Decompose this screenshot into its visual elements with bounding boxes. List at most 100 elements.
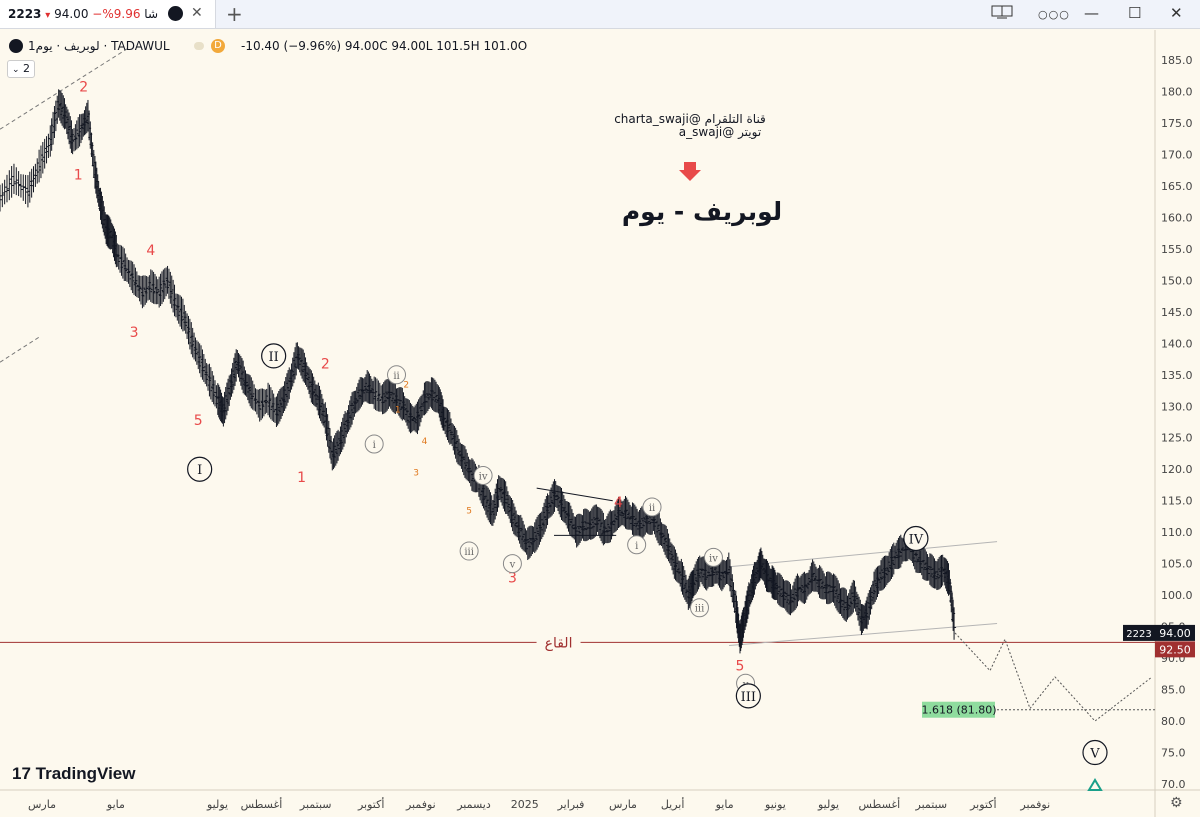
wave-label-orange: 4: [422, 437, 428, 447]
indicator-count[interactable]: ⌄ 2: [7, 60, 35, 78]
y-tick-label: 115.0: [1161, 495, 1193, 508]
y-tick-label: 80.0: [1161, 715, 1186, 728]
channel-annotation: charta_swaji@ قناة التلقرام: [614, 112, 766, 127]
maximize-button[interactable]: ☐: [1128, 4, 1142, 22]
trend-line: [0, 336, 40, 363]
x-tick-label: 2025: [511, 798, 539, 811]
wave-circle-small: [642, 497, 662, 517]
x-tick-label: أغسطس: [859, 797, 901, 811]
down-arrow-icon: ▾: [45, 10, 51, 21]
tab-title: شا 9.96%− 94.00 ▾ 2223: [8, 7, 158, 21]
x-tick-label: فبراير: [557, 798, 585, 811]
new-tab-button[interactable]: +: [226, 2, 243, 26]
x-tick-label: نوفمبر: [405, 798, 436, 811]
wave-circle-small: [703, 547, 723, 567]
y-tick-label: 120.0: [1161, 463, 1193, 476]
code-tag: 2223: [1126, 629, 1151, 640]
y-tick-label: 135.0: [1161, 369, 1193, 382]
wave-circle-big: [903, 525, 929, 552]
wave-circle-small: [689, 598, 709, 618]
last-price-tag-bg: [1155, 624, 1195, 641]
x-tick-label: يوليو: [206, 798, 228, 811]
x-tick-label: مايو: [106, 798, 125, 811]
y-tick-label: 85.0: [1161, 684, 1186, 697]
y-tick-label: 110.0: [1161, 526, 1193, 539]
wave-label-orange: 5: [466, 506, 472, 516]
wave-circle-big-label: III: [741, 690, 756, 705]
wave-circle-small-label: iv: [479, 472, 488, 483]
x-tick-label: مارس: [609, 798, 637, 811]
x-tick-label: سبتمبر: [915, 798, 948, 811]
support-label: القاع: [545, 635, 573, 651]
last-price-tag: 94.00: [1159, 627, 1191, 640]
channel-line: [729, 622, 998, 646]
x-tick-label: نوفمبر: [1019, 798, 1050, 811]
symbol-title[interactable]: لوبريف · يوم1 · TADAWUL: [28, 39, 170, 53]
y-tick-label: 180.0: [1161, 85, 1193, 98]
y-tick-label: 105.0: [1161, 558, 1193, 571]
close-tab-icon[interactable]: ✕: [191, 5, 203, 21]
x-tick-label: سبتمبر: [299, 798, 332, 811]
site-icon: [168, 6, 183, 21]
fib-label: 1.618 (81.80): [921, 704, 996, 717]
wave-circle-small-label: v: [509, 560, 516, 571]
x-tick-label: ديسمبر: [456, 798, 491, 811]
more-icon[interactable]: ○○○: [1038, 8, 1070, 21]
wave-label-orange: 1: [395, 406, 401, 416]
wave-circle-small-label: i: [373, 440, 376, 451]
minimize-button[interactable]: —: [1084, 4, 1099, 22]
x-tick-label: مارس: [28, 798, 56, 811]
event-marker-icon: [1087, 778, 1103, 791]
x-tick-label: أكتوبر: [969, 797, 996, 811]
wave-circle-small: [502, 554, 522, 574]
tab-price: 94.00: [54, 7, 89, 21]
twitter-annotation: a_swaji@ تويتر: [679, 125, 761, 140]
y-tick-label: 100.0: [1161, 589, 1193, 602]
wave-circle-small: [387, 365, 407, 385]
x-tick-label: أغسطس: [241, 797, 283, 811]
wave-circle-big-label: I: [197, 463, 202, 478]
wave-circle-big: [261, 343, 287, 369]
wave-circle-small: [459, 541, 479, 561]
plot-background: [0, 30, 1155, 790]
wave-label-red: 5: [194, 413, 203, 429]
triangle-line: [536, 487, 613, 502]
chart-tab[interactable]: شا 9.96%− 94.00 ▾ 2223 ✕: [0, 0, 216, 28]
tv-logo-icon: 17: [12, 764, 31, 783]
y-tick-label: 185.0: [1161, 54, 1193, 67]
wave-circle-big: [187, 456, 213, 482]
tradingview-logo[interactable]: 17 TradingView: [12, 764, 135, 784]
support-price-tag-bg: [1155, 641, 1195, 658]
support-label-bg: [536, 633, 581, 652]
wave-label-red: 1: [74, 168, 83, 184]
tab-code: 2223: [8, 7, 42, 21]
wave-circle-small: [627, 535, 647, 555]
channel-line: [729, 541, 998, 568]
y-tick-label: 125.0: [1161, 432, 1193, 445]
y-tick-label: 165.0: [1161, 180, 1193, 193]
y-tick-label: 170.0: [1161, 148, 1193, 161]
tab-change: 9.96%−: [92, 7, 141, 21]
eye-toggle-icon[interactable]: [194, 42, 204, 50]
browser-tab-bar: شا 9.96%− 94.00 ▾ 2223 ✕ + ○○○ — ☐ ✕: [0, 0, 1200, 29]
wave-label-red: 3: [130, 325, 139, 341]
wave-label-red: 5: [736, 659, 745, 675]
wave-label-red: 1: [297, 470, 306, 486]
wave-circle-big-label: IV: [909, 532, 924, 547]
code-tag-bg: [1123, 624, 1155, 641]
wave-circle-big: [735, 683, 761, 709]
gear-icon[interactable]: ⚙: [1170, 795, 1183, 811]
wave-label-red: 2: [321, 356, 330, 372]
support-price-tag: 92.50: [1159, 643, 1191, 656]
y-tick-label: 70.0: [1161, 778, 1186, 791]
wave-circle-big-label: II: [269, 350, 279, 365]
wave-label-red: 3: [508, 571, 517, 587]
layout-icon[interactable]: [991, 4, 1013, 24]
y-tick-label: 150.0: [1161, 274, 1193, 287]
close-window-button[interactable]: ✕: [1170, 4, 1183, 22]
chevron-down-icon: ⌄: [11, 65, 20, 75]
y-tick-label: 140.0: [1161, 337, 1193, 350]
ohlc-readout: -10.40 (−9.96%) 94.00C 94.00L 101.5H 101…: [241, 39, 528, 53]
wave-label-red: 4: [146, 243, 155, 259]
